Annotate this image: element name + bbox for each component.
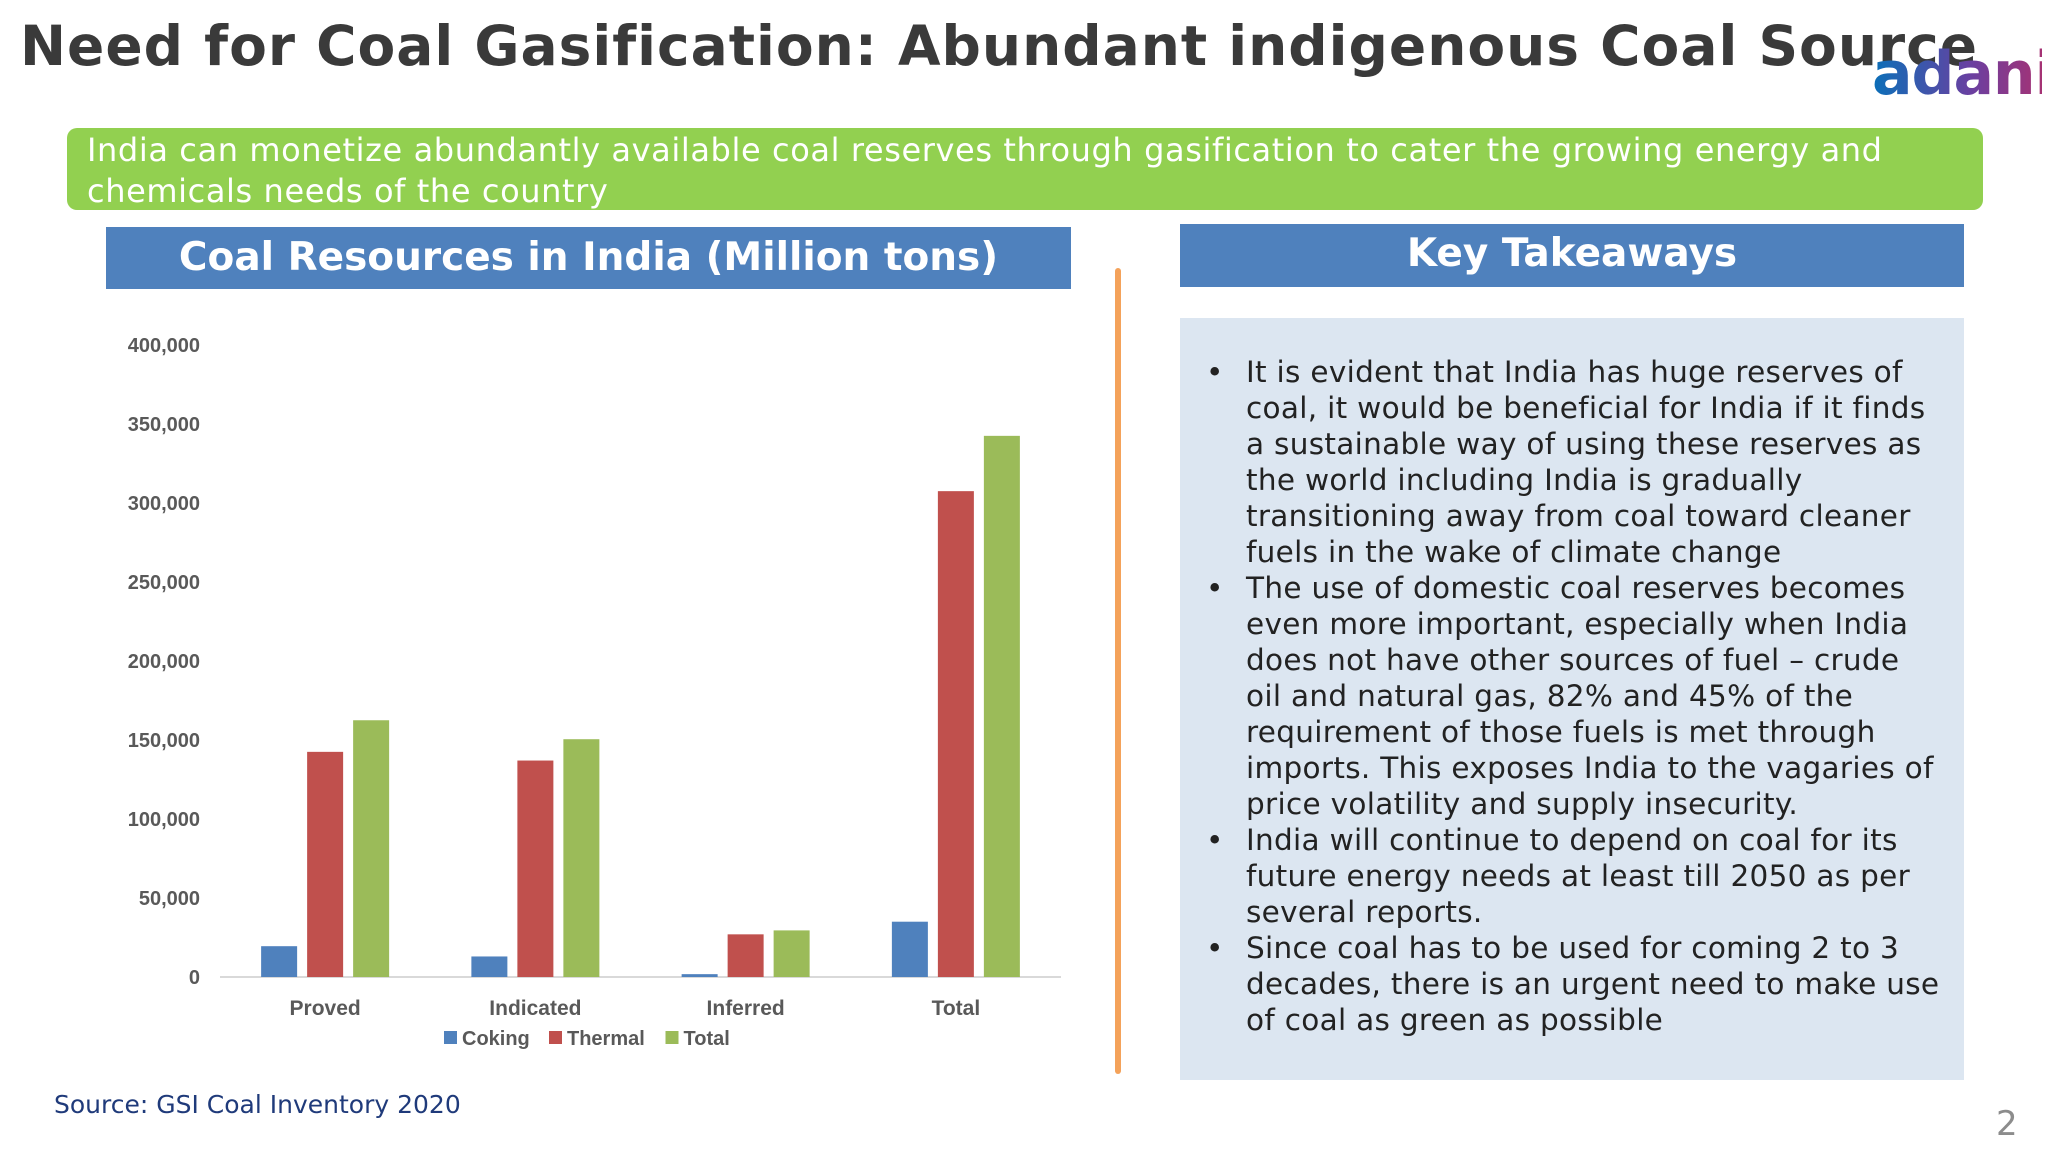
legend-label: Coking [462,1028,530,1050]
section-divider [1115,268,1121,1074]
y-tick-label: 200,000 [128,651,200,673]
bar-thermal [517,760,554,977]
logo-wordmark: adani [1872,39,2042,106]
chart-header: Coal Resources in India (Million tons) [106,227,1071,289]
y-tick-label: 250,000 [128,572,200,594]
legend-swatch [665,1031,679,1044]
page-number: 2 [1996,1104,2018,1144]
takeaway-text: The use of domestic coal reserves become… [1246,571,1934,821]
legend-label: Total [684,1028,730,1050]
y-tick-label: 100,000 [128,809,200,831]
x-tick-label: Proved [290,997,361,1020]
banner-line-1: India can monetize abundantly available … [87,131,1883,169]
y-tick-label: 150,000 [128,730,200,752]
page-title: Need for Coal Gasification: Abundant ind… [20,14,1979,78]
bar-coking [891,921,928,977]
takeaway-item: • Since coal has to be used for coming 2 … [1194,930,1942,1038]
banner-line-2: chemicals needs of the country [87,172,609,210]
adani-logo: adani [1872,36,2048,109]
legend-swatch [444,1031,457,1044]
bullet-icon: • [1206,355,1224,389]
bar-coking [681,974,718,977]
takeaway-text: It is evident that India has huge reserv… [1246,355,1926,569]
coal-resources-chart: 0 50,000 100,000 150,000 200,000 250,000 300,0… [128,335,1061,1050]
bar-thermal [727,934,764,977]
bar-thermal [307,751,344,977]
source-note: Source: GSI Coal Inventory 2020 [54,1090,461,1119]
takeaway-text: Since coal has to be used for coming 2 t… [1246,931,1940,1037]
y-tick-label: 50,000 [139,888,200,910]
takeaway-item: • It is evident that India has huge reser… [1194,354,1942,570]
bar-total [353,720,390,977]
y-tick-label: 350,000 [128,414,200,436]
bullet-icon: • [1206,571,1224,605]
bar-total [563,739,600,977]
bar-thermal [937,491,974,977]
bar-total [773,930,810,977]
bar-coking [261,946,298,977]
takeaways-header: Key Takeaways [1180,224,1964,287]
bar-total [983,435,1020,978]
bar-coking [471,956,508,977]
summary-banner: India can monetize abundantly available … [67,128,1983,210]
takeaway-text: India will continue to depend on coal fo… [1246,823,1911,929]
takeaway-item: • India will continue to depend on coal f… [1194,822,1942,930]
bullet-icon: • [1206,823,1224,857]
legend-label: Thermal [567,1028,645,1050]
bullet-icon: • [1206,931,1224,965]
y-tick-label: 0 [189,967,200,989]
legend-swatch [549,1031,562,1044]
x-tick-label: Indicated [489,997,581,1020]
y-tick-label: 300,000 [128,493,200,515]
x-tick-label: Total [932,997,981,1020]
y-tick-label: 400,000 [128,335,200,357]
takeaways-panel: • It is evident that India has huge reser… [1180,318,1964,1080]
takeaway-list: • It is evident that India has huge reser… [1194,354,1942,1038]
x-tick-label: Inferred [707,997,785,1020]
takeaway-item: • The use of domestic coal reserves becom… [1194,570,1942,822]
